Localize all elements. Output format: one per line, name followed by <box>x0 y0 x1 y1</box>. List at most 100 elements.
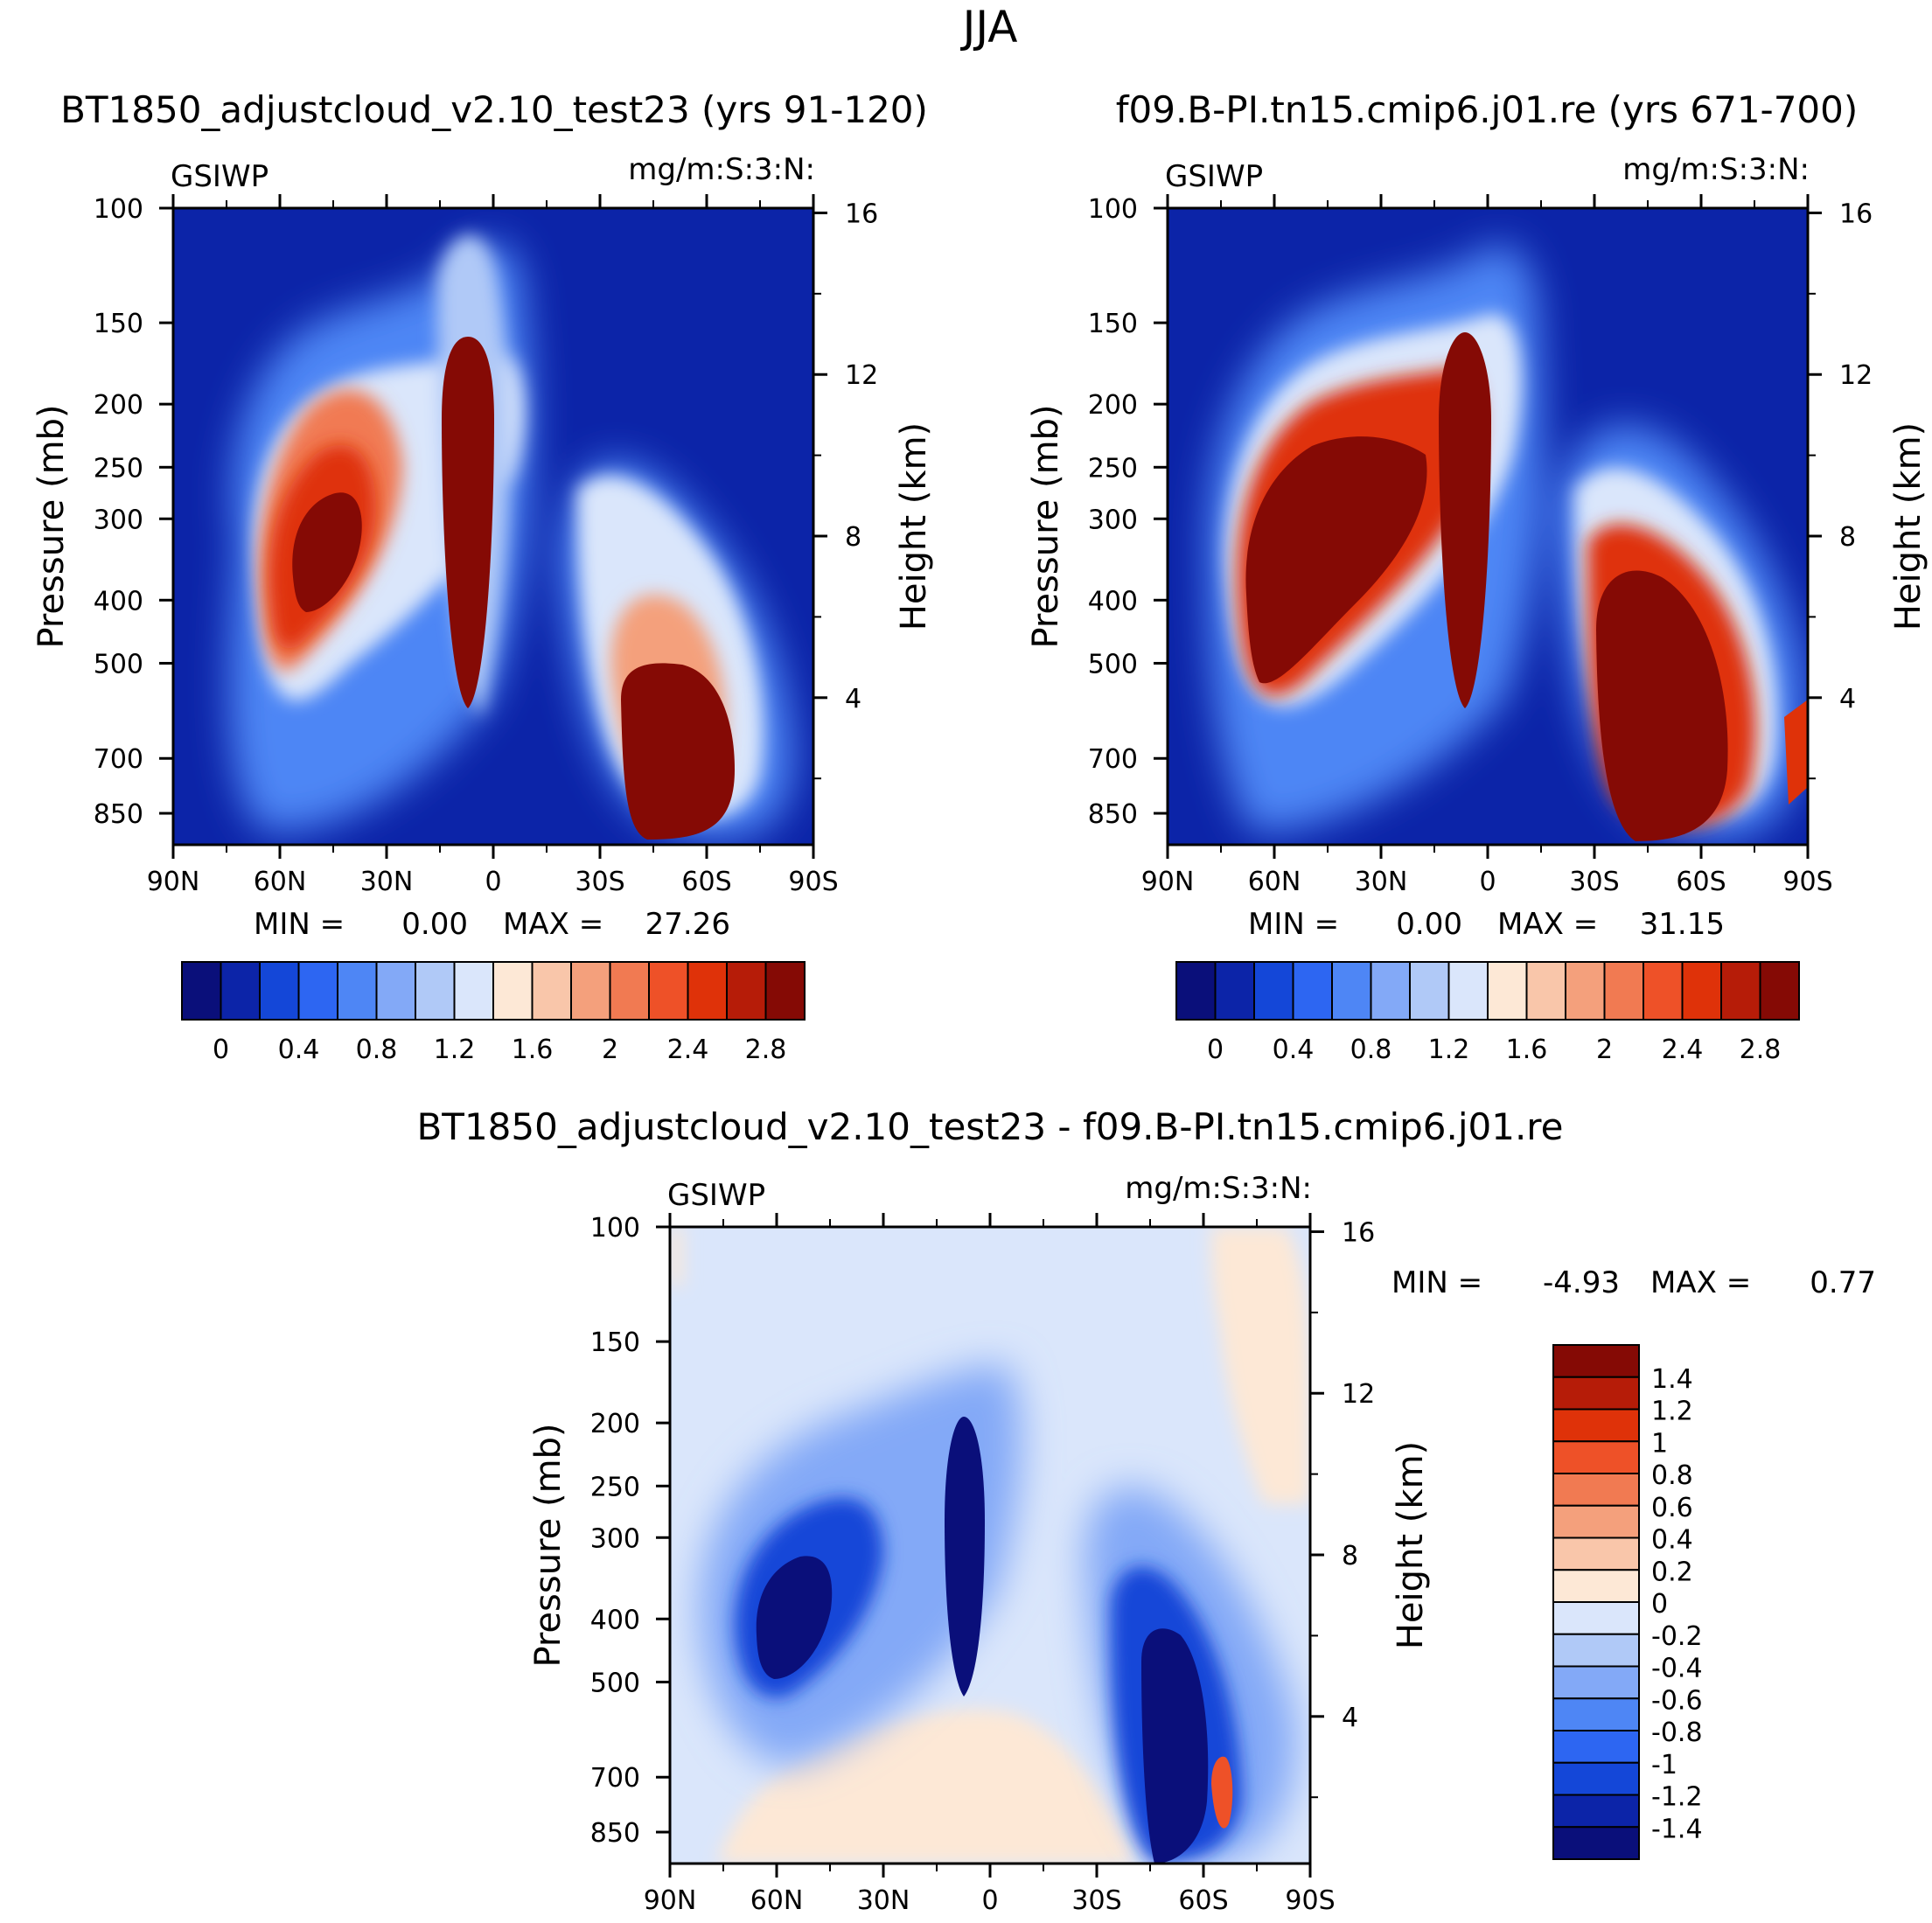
colorbar-label: -1 <box>1651 1750 1677 1780</box>
y-tick-label: 400 <box>590 1605 640 1635</box>
y-tick-label: 500 <box>1088 649 1138 679</box>
y-tick-label: 850 <box>94 799 143 830</box>
y-right-tick-label: 8 <box>1342 1541 1358 1571</box>
colorbar-box <box>1552 1761 1640 1796</box>
panel-1-contour-field <box>173 208 813 845</box>
y-right-tick-label: 16 <box>1839 199 1873 229</box>
x-tick-label: 90S <box>788 867 838 897</box>
colorbar-box <box>1643 961 1684 1021</box>
x-tick-label: 60S <box>1178 1885 1228 1916</box>
colorbar-box <box>1552 1730 1640 1764</box>
panel-1-variable: GSIWP <box>171 159 269 194</box>
y-right-tick-label: 12 <box>1839 360 1873 391</box>
colorbar-box <box>1214 961 1255 1021</box>
panel-2-ylabel: Pressure (mb) <box>1026 404 1066 648</box>
colorbar-label: 1.6 <box>512 1035 554 1065</box>
colorbar-box <box>1552 1504 1640 1539</box>
x-tick-label: 90S <box>1285 1885 1335 1916</box>
panel-1-axes: 90N 60N 30N 0 30S 60S 90S 100 150 200 250 300 400 500… <box>94 194 878 897</box>
x-tick-label: 30S <box>575 867 624 897</box>
colorbar-box <box>415 961 456 1021</box>
colorbar-box <box>1552 1665 1640 1700</box>
y-tick-label: 700 <box>590 1763 640 1794</box>
colorbar-box <box>181 961 222 1021</box>
x-tick-label: 60N <box>1248 867 1301 897</box>
y-right-tick-label: 4 <box>1839 684 1856 714</box>
x-tick-label: 90N <box>147 867 200 897</box>
colorbar-label: 0.8 <box>1651 1460 1693 1491</box>
colorbar-box <box>1565 961 1606 1021</box>
colorbar-label: 2.4 <box>667 1035 709 1065</box>
colorbar-box <box>1552 1536 1640 1571</box>
panel-2-min-value: 0.00 <box>1396 907 1462 942</box>
colorbar-box <box>1175 961 1217 1021</box>
y-tick-label: 700 <box>94 744 143 775</box>
colorbar-box <box>1759 961 1800 1021</box>
panel-3-units: mg/m:S:3:N: <box>1125 1171 1312 1206</box>
colorbar-box <box>1552 1794 1640 1829</box>
y-tick-label: 200 <box>1088 390 1138 421</box>
panel-1-max-label: MAX = <box>503 907 603 942</box>
colorbar-label: 2 <box>602 1035 618 1065</box>
colorbar-box <box>1552 1697 1640 1731</box>
y-tick-label: 250 <box>590 1472 640 1502</box>
colorbar-box <box>726 961 767 1021</box>
colorbar-box <box>1525 961 1566 1021</box>
panel-3-axes: 90N 60N 30N 0 30S 60S 90S 100 150 200 250 300 400 500… <box>590 1213 1375 1916</box>
panel-3-variable: GSIWP <box>667 1178 765 1213</box>
y-right-tick-label: 16 <box>1342 1217 1375 1248</box>
panel-1: BT1850_adjustcloud_v2.10_test23 (yrs 91-… <box>31 88 934 1065</box>
y-tick-label: 250 <box>94 453 143 484</box>
x-tick-label: 0 <box>981 1885 998 1916</box>
y-tick-label: 850 <box>590 1818 640 1849</box>
panel-2-title: f09.B-PI.tn15.cmip6.j01.re (yrs 671-700) <box>1116 88 1859 131</box>
colorbar-box <box>375 961 416 1021</box>
colorbar-box <box>220 961 261 1021</box>
panel-3-min-value: -4.93 <box>1543 1265 1620 1300</box>
y-tick-label: 100 <box>94 194 143 225</box>
y-right-tick-label: 8 <box>1839 522 1856 553</box>
colorbar-box <box>570 961 611 1021</box>
x-tick-label: 30N <box>857 1885 910 1916</box>
panel-1-colorbar: 0 0.4 0.8 1.2 1.6 2 2.4 2.8 <box>181 961 806 1065</box>
panel-1-ylabel-right: Height (km) <box>894 422 934 631</box>
y-right-tick-label: 12 <box>1342 1379 1375 1410</box>
colorbar-box <box>492 961 534 1021</box>
colorbar-label: -0.2 <box>1651 1621 1703 1652</box>
panel-3: BT1850_adjustcloud_v2.10_test23 - f09.B-… <box>416 1105 1876 1916</box>
panel-2-colorbar: 0 0.4 0.8 1.2 1.6 2 2.4 2.8 <box>1175 961 1800 1065</box>
panel-3-title: BT1850_adjustcloud_v2.10_test23 - f09.B-… <box>416 1105 1563 1148</box>
x-tick-label: 30N <box>1355 867 1408 897</box>
colorbar-label: 1.6 <box>1506 1035 1548 1065</box>
panel-3-colorbar: 1.41.210.80.60.40.20-0.2-0.4-0.6-0.8-1-1… <box>1552 1344 1703 1860</box>
colorbar-box <box>453 961 494 1021</box>
colorbar-label: -0.4 <box>1651 1654 1703 1684</box>
x-tick-label: 0 <box>485 867 501 897</box>
colorbar-label: 0 <box>1651 1589 1668 1620</box>
panel-2-contour-field <box>1168 208 1808 845</box>
panel-3-max-label: MAX = <box>1650 1265 1751 1300</box>
colorbar-label: 2.4 <box>1662 1035 1704 1065</box>
panel-2-axes: 90N 60N 30N 0 30S 60S 90S 100 150 200 250 300 400 500… <box>1088 194 1873 897</box>
colorbar-label: 0.2 <box>1651 1557 1693 1587</box>
colorbar-box <box>1552 1473 1640 1507</box>
colorbar-box <box>259 961 300 1021</box>
y-tick-label: 150 <box>1088 309 1138 339</box>
x-tick-label: 30S <box>1071 1885 1121 1916</box>
colorbar-box <box>1552 1344 1640 1378</box>
y-tick-label: 500 <box>94 649 143 679</box>
page-title: JJA <box>960 2 1018 52</box>
panel-1-ylabel: Pressure (mb) <box>31 404 72 648</box>
colorbar-label: 1.2 <box>434 1035 476 1065</box>
x-tick-label: 60S <box>1676 867 1726 897</box>
y-tick-label: 500 <box>590 1668 640 1698</box>
colorbar-box <box>1552 1826 1640 1860</box>
colorbar-label: 1.4 <box>1651 1364 1693 1395</box>
y-tick-label: 200 <box>590 1409 640 1439</box>
colorbar-box <box>1552 1601 1640 1635</box>
colorbar-label: 0 <box>213 1035 229 1065</box>
panel-2-max-label: MAX = <box>1497 907 1598 942</box>
panel-2-variable: GSIWP <box>1165 159 1263 194</box>
x-tick-label: 0 <box>1479 867 1496 897</box>
colorbar-label: 0.6 <box>1651 1493 1693 1523</box>
